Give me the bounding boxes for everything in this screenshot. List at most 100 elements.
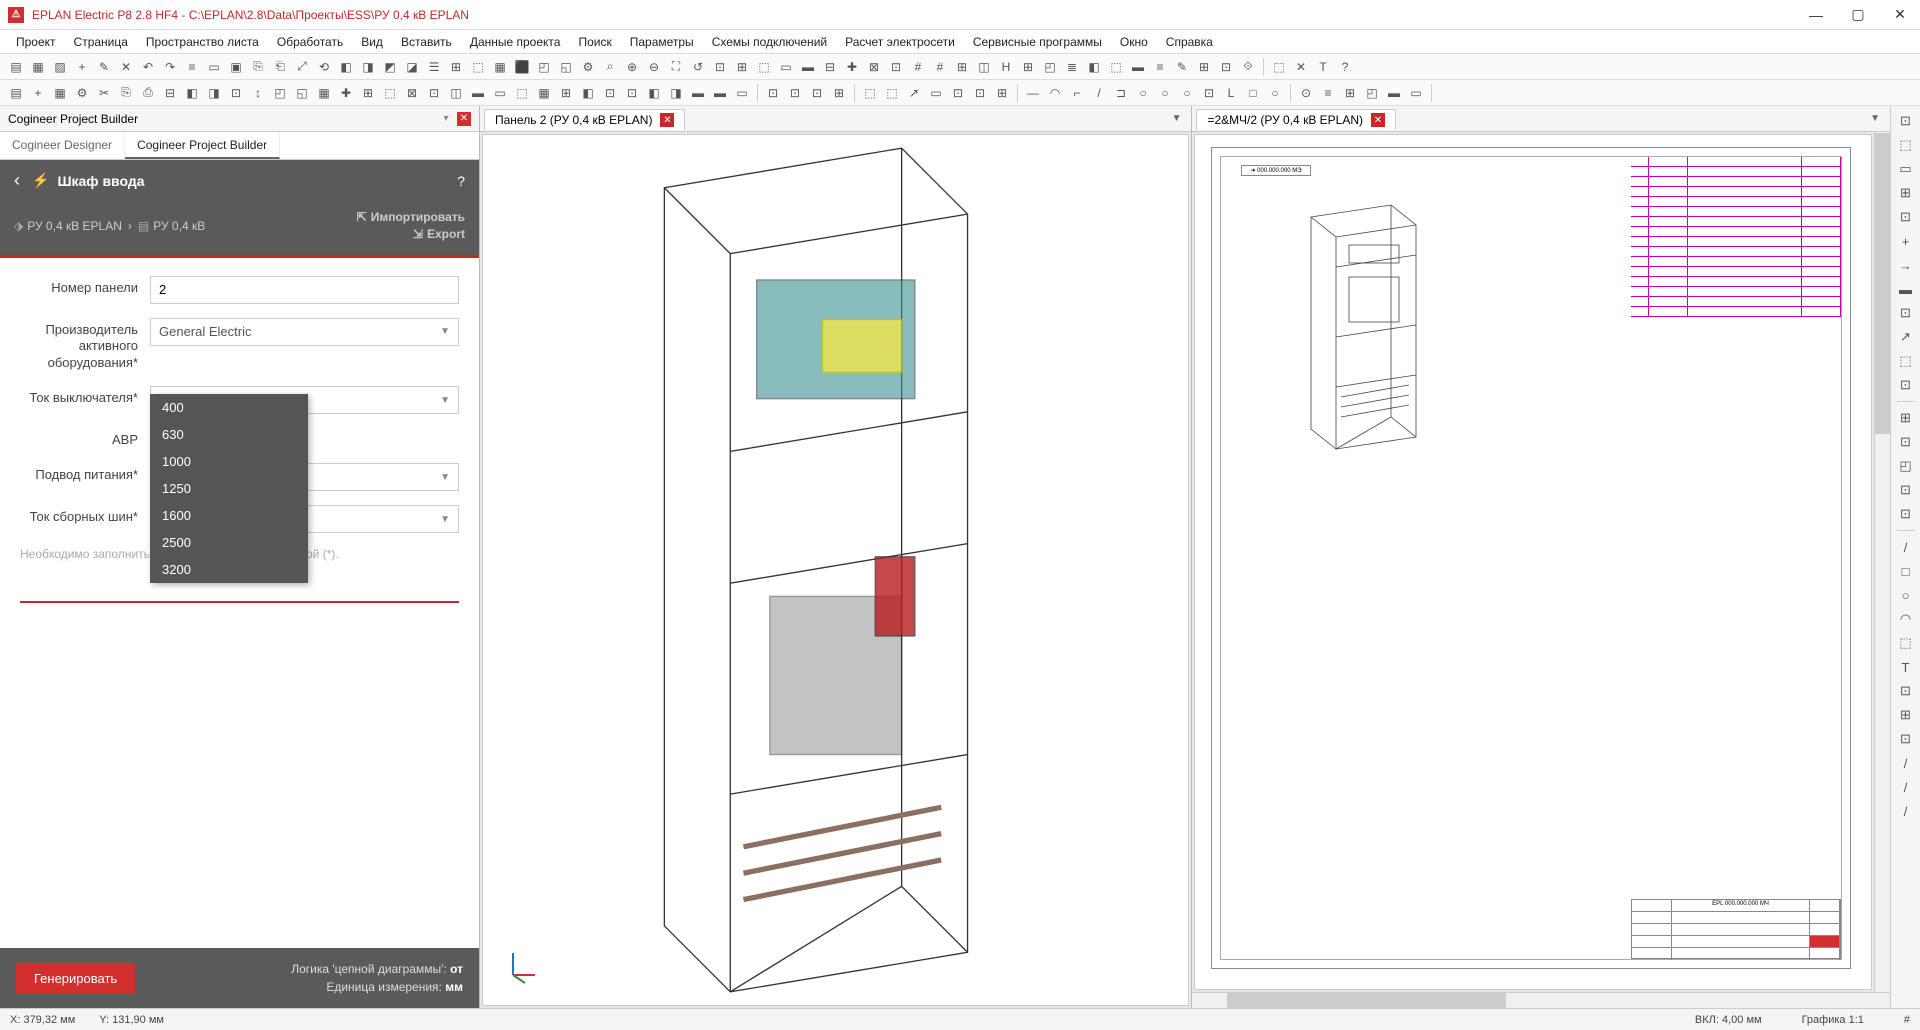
toolbar-button[interactable]: ▬ — [710, 83, 730, 103]
toolbar-button[interactable]: ◰ — [1040, 57, 1060, 77]
toolbar-button[interactable]: ▬ — [688, 83, 708, 103]
toolbar-button[interactable]: ⎗ — [270, 57, 290, 77]
menu-страница[interactable]: Страница — [66, 33, 136, 51]
toolbar-button[interactable]: □ — [1243, 83, 1263, 103]
toolbar-button[interactable]: ⊡ — [807, 83, 827, 103]
toolbar-button[interactable]: ◧ — [182, 83, 202, 103]
toolbar-button[interactable]: ⊡ — [1216, 57, 1236, 77]
toolbar-button[interactable]: ⊞ — [1340, 83, 1360, 103]
toolbar-button[interactable]: ✕ — [116, 57, 136, 77]
menu-вставить[interactable]: Вставить — [393, 33, 460, 51]
toolbar-button[interactable]: ⌐ — [1067, 83, 1087, 103]
toolbar-button[interactable]: ▬ — [1128, 57, 1148, 77]
toolbar-button[interactable]: ⊡ — [424, 83, 444, 103]
tool-button[interactable]: / — [1895, 776, 1917, 798]
toolbar-button[interactable]: ≡ — [182, 57, 202, 77]
tool-button[interactable]: ◰ — [1895, 455, 1917, 477]
toolbar-button[interactable]: ○ — [1155, 83, 1175, 103]
toolbar-button[interactable]: ⊙ — [1296, 83, 1316, 103]
pin-icon[interactable]: ▾ — [439, 112, 453, 126]
tool-button[interactable]: ⊡ — [1895, 503, 1917, 525]
toolbar-button[interactable]: ◨ — [358, 57, 378, 77]
tool-button[interactable]: ⊞ — [1895, 704, 1917, 726]
toolbar-button[interactable]: ↶ — [138, 57, 158, 77]
toolbar-button[interactable]: ⊖ — [644, 57, 664, 77]
toolbar-button[interactable]: ⊞ — [952, 57, 972, 77]
menu-сервисные программы[interactable]: Сервисные программы — [965, 33, 1110, 51]
toolbar-button[interactable]: ⬚ — [512, 83, 532, 103]
toolbar-button[interactable]: ✎ — [1172, 57, 1192, 77]
toolbar-button[interactable]: ⊡ — [970, 83, 990, 103]
toolbar-button[interactable]: ▭ — [490, 83, 510, 103]
export-button[interactable]: ⇲Export — [357, 226, 465, 243]
tool-button[interactable]: ⊡ — [1895, 206, 1917, 228]
toolbar-button[interactable]: ⊡ — [886, 57, 906, 77]
toolbar-button[interactable]: ⬚ — [380, 83, 400, 103]
toolbar-button[interactable]: ⊞ — [446, 57, 466, 77]
toolbar-button[interactable]: ▬ — [1384, 83, 1404, 103]
toolbar-button[interactable]: ⟐ — [1238, 57, 1258, 77]
tool-button[interactable]: + — [1895, 230, 1917, 252]
tab-dropdown-icon[interactable]: ▼ — [1166, 113, 1188, 124]
toolbar-button[interactable]: ▭ — [204, 57, 224, 77]
toolbar-button[interactable]: ⬚ — [754, 57, 774, 77]
menu-поиск[interactable]: Поиск — [570, 33, 619, 51]
tool-button[interactable]: / — [1895, 800, 1917, 822]
toolbar-button[interactable]: ▭ — [1406, 83, 1426, 103]
toolbar-button[interactable]: ○ — [1265, 83, 1285, 103]
toolbar-button[interactable]: ◪ — [402, 57, 422, 77]
tool-button[interactable]: ⊡ — [1895, 479, 1917, 501]
toolbar-button[interactable]: ✎ — [94, 57, 114, 77]
toolbar-button[interactable]: ⌕ — [600, 57, 620, 77]
toolbar-button[interactable]: ⬛ — [512, 57, 532, 77]
toolbar-button[interactable]: ◰ — [270, 83, 290, 103]
toolbar-button[interactable]: ⊞ — [1194, 57, 1214, 77]
toolbar-button[interactable]: ⊕ — [622, 57, 642, 77]
panel-close-icon[interactable]: ✕ — [457, 112, 471, 126]
tool-button[interactable]: ⊡ — [1895, 302, 1917, 324]
toolbar-button[interactable]: ▤ — [6, 57, 26, 77]
breadcrumb-project[interactable]: РУ 0,4 кВ EPLAN — [27, 219, 122, 233]
toolbar-button[interactable]: ⊟ — [160, 83, 180, 103]
toolbar-button[interactable]: ◧ — [578, 83, 598, 103]
tool-button[interactable]: □ — [1895, 560, 1917, 582]
tool-button[interactable]: ○ — [1895, 584, 1917, 606]
toolbar-button[interactable]: ▦ — [534, 83, 554, 103]
2d-canvas[interactable]: ➜ 000.000.000 МЭ — [1194, 134, 1872, 990]
panel-number-input[interactable] — [150, 276, 459, 304]
toolbar-button[interactable]: ⬚ — [468, 57, 488, 77]
menu-расчет электросети[interactable]: Расчет электросети — [837, 33, 963, 51]
toolbar-button[interactable]: ⬚ — [1106, 57, 1126, 77]
toolbar-button[interactable]: ▦ — [314, 83, 334, 103]
tool-button[interactable]: ⊡ — [1895, 431, 1917, 453]
vertical-scrollbar[interactable] — [1874, 132, 1890, 992]
toolbar-button[interactable]: ◩ — [380, 57, 400, 77]
toolbar-button[interactable]: ⊞ — [358, 83, 378, 103]
toolbar-button[interactable]: ≡ — [1318, 83, 1338, 103]
tool-button[interactable]: ▭ — [1895, 158, 1917, 180]
toolbar-button[interactable]: ⬚ — [860, 83, 880, 103]
tab-close-icon[interactable]: ✕ — [1371, 113, 1385, 127]
toolbar-button[interactable]: L — [1221, 83, 1241, 103]
toolbar-button[interactable]: ⊡ — [763, 83, 783, 103]
toolbar-button[interactable]: ◨ — [666, 83, 686, 103]
close-button[interactable]: ✕ — [1888, 3, 1912, 27]
toolbar-button[interactable]: # — [930, 57, 950, 77]
minimize-button[interactable]: — — [1804, 3, 1828, 27]
menu-вид[interactable]: Вид — [353, 33, 391, 51]
horizontal-scrollbar[interactable] — [1192, 992, 1890, 1008]
toolbar-button[interactable]: ▨ — [50, 57, 70, 77]
toolbar-button[interactable]: ⊡ — [948, 83, 968, 103]
import-button[interactable]: ⇱Импортировать — [357, 209, 465, 226]
toolbar-button[interactable]: T — [1313, 57, 1333, 77]
toolbar-button[interactable]: ◰ — [1362, 83, 1382, 103]
toolbar-button[interactable]: ⎘ — [248, 57, 268, 77]
menu-схемы подключений[interactable]: Схемы подключений — [704, 33, 835, 51]
toolbar-button[interactable]: ⚙ — [578, 57, 598, 77]
toolbar-button[interactable]: ✚ — [336, 83, 356, 103]
toolbar-button[interactable]: ⊠ — [864, 57, 884, 77]
toolbar-button[interactable]: ⛶ — [666, 57, 686, 77]
toolbar-button[interactable]: ○ — [1177, 83, 1197, 103]
tab-close-icon[interactable]: ✕ — [660, 113, 674, 127]
toolbar-button[interactable]: ◧ — [336, 57, 356, 77]
